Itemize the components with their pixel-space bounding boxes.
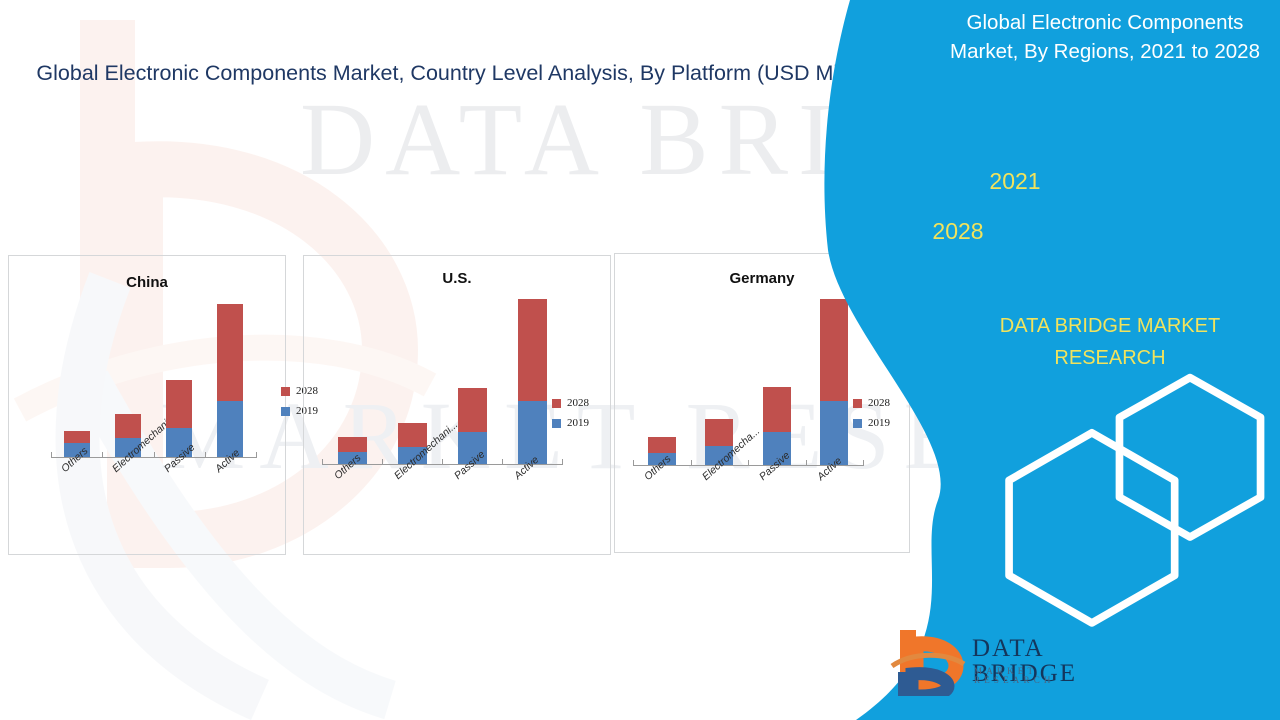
- bar-segment-2028: [398, 422, 427, 448]
- chart-legend: 2028 2019: [853, 398, 890, 438]
- bar-segment-2019: [458, 432, 487, 464]
- bar-segment-2028: [115, 414, 141, 439]
- bar-segment-2028: [64, 430, 90, 444]
- page-title: Global Electronic Components Market, Cou…: [36, 61, 884, 85]
- x-axis-tick: [691, 460, 692, 466]
- x-axis-tick: [562, 459, 563, 465]
- x-axis-tick: [748, 460, 749, 466]
- bar-segment-2019: [338, 451, 367, 464]
- hexagon-2021-label: 2021: [989, 168, 1041, 194]
- stacked-bar: [518, 298, 547, 464]
- x-axis-label: Active: [512, 453, 542, 482]
- legend-swatch-icon: [281, 407, 290, 416]
- bar-segment-2019: [820, 401, 848, 465]
- stacked-bar: [217, 303, 243, 457]
- stacked-bar: [705, 419, 733, 465]
- stacked-bar: [763, 387, 791, 465]
- x-axis-tick: [806, 460, 807, 466]
- legend-swatch-icon: [281, 387, 290, 396]
- chart-panel-us: U.S. Others Electromechani... Passive Active…: [303, 255, 611, 555]
- legend-label: 2019: [296, 405, 318, 417]
- hexagon-2021-shape: [1115, 373, 1265, 541]
- stacked-bar: [458, 388, 487, 464]
- legend-swatch-icon: [552, 419, 561, 428]
- company-logo: DATA BRIDGE MARKET RESEARCH: [890, 620, 1120, 703]
- x-axis-tick: [102, 452, 103, 458]
- legend-label: 2028: [296, 385, 318, 397]
- plot-area: Others Electromechanical... Passive Active: [51, 286, 257, 475]
- chart-title: China: [126, 274, 168, 291]
- bar-segment-2028: [166, 379, 192, 429]
- legend-item: 2028: [853, 398, 890, 409]
- legend-swatch-icon: [853, 399, 862, 408]
- bar-segment-2028: [518, 298, 547, 402]
- bar-segment-2028: [820, 298, 848, 402]
- stacked-bar: [648, 436, 676, 465]
- x-axis-tick: [633, 460, 634, 466]
- bar-segment-2019: [217, 401, 243, 457]
- chart-panel-china: China Others Electromechanical... Passive Ac…: [8, 255, 318, 555]
- bar-segment-2019: [518, 401, 547, 464]
- right-banner: Global Electronic Components Market, By …: [820, 0, 1280, 720]
- legend-label: 2028: [868, 397, 890, 409]
- x-axis-tick: [322, 459, 323, 465]
- stacked-bar: [820, 298, 848, 465]
- hexagon-2028-label: 2028: [932, 218, 984, 244]
- chart-title: U.S.: [442, 270, 472, 287]
- stacked-bar: [115, 414, 141, 457]
- logo-subtitle: MARKET RESEARCH: [974, 666, 1055, 685]
- bar-segment-2019: [166, 428, 192, 457]
- legend-swatch-icon: [853, 419, 862, 428]
- logo-wordmark: DATA BRIDGE: [972, 635, 1078, 687]
- bar-segment-2019: [705, 446, 733, 465]
- stacked-bar: [166, 379, 192, 457]
- bar-segment-2028: [705, 419, 733, 447]
- legend-item: 2019: [281, 406, 318, 417]
- hexagon-2028-shape: [1005, 428, 1179, 627]
- bar-segment-2019: [115, 438, 141, 457]
- hexagon-year-group: [960, 128, 1265, 627]
- legend-item: 2019: [853, 418, 890, 429]
- x-axis-tick: [442, 459, 443, 465]
- banner-heading: Global Electronic Components Market, By …: [950, 11, 1260, 63]
- x-axis-tick: [863, 460, 864, 466]
- bar-segment-2019: [763, 432, 791, 465]
- stacked-bar: [398, 422, 427, 464]
- x-axis-tick: [382, 459, 383, 465]
- chart-legend: 2028 2019: [281, 386, 318, 426]
- legend-label: 2028: [567, 397, 589, 409]
- bar-segment-2019: [648, 452, 676, 465]
- chart-title: Germany: [729, 270, 795, 287]
- stacked-bar: [338, 436, 367, 464]
- banner-brand-text: DATA BRIDGE MARKET RESEARCH: [999, 315, 1221, 369]
- bar-segment-2028: [648, 436, 676, 453]
- x-axis-line: [51, 457, 256, 458]
- chart-legend: 2028 2019: [552, 398, 589, 438]
- legend-swatch-icon: [552, 399, 561, 408]
- x-axis-tick: [502, 459, 503, 465]
- bar-segment-2028: [217, 303, 243, 402]
- bar-segment-2028: [458, 388, 487, 433]
- legend-item: 2028: [552, 398, 589, 409]
- x-axis-tick: [51, 452, 52, 458]
- x-axis-tick: [154, 452, 155, 458]
- logo-mark-icon: [890, 626, 968, 703]
- legend-label: 2019: [868, 417, 890, 429]
- plot-area: Others Electromechani... Passive Active: [322, 282, 563, 482]
- legend-item: 2028: [281, 386, 318, 397]
- bar-segment-2028: [763, 387, 791, 433]
- bar-segment-2019: [64, 443, 90, 457]
- legend-item: 2019: [552, 418, 589, 429]
- stacked-bar: [64, 430, 90, 457]
- legend-label: 2019: [567, 417, 589, 429]
- x-axis-tick: [205, 452, 206, 458]
- bar-segment-2019: [398, 447, 427, 464]
- plot-area: Others Electromecha... Passive Active: [633, 282, 864, 483]
- bar-segment-2028: [338, 436, 367, 452]
- x-axis-tick: [256, 452, 257, 458]
